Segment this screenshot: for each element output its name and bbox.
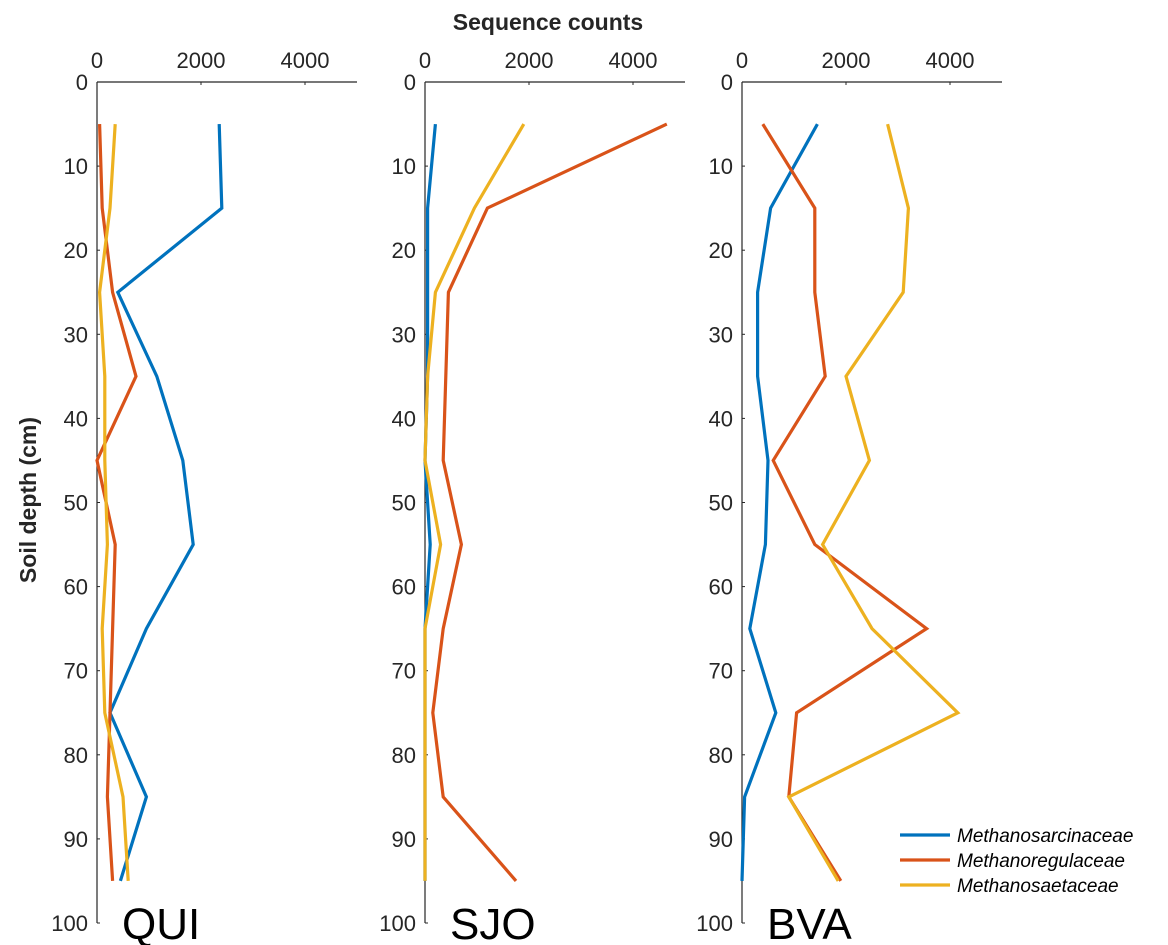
x-tick-label: 0 — [91, 48, 103, 73]
series-line-methanosaetaceae-qui — [97, 124, 130, 881]
series-line-methanosaetaceae-sjo — [423, 123, 526, 881]
legend-label: Methanosaetaceae — [957, 876, 1119, 897]
y-tick-label: 60 — [64, 575, 88, 600]
x-tick-label: 4000 — [281, 48, 330, 73]
panel-label: BVA — [767, 900, 852, 945]
x-tick-label: 2000 — [505, 48, 554, 73]
x-tick-label: 2000 — [822, 48, 871, 73]
series-line-methanosarcinaceae-qui — [108, 124, 224, 882]
legend-label: Methanoregulaceae — [957, 851, 1125, 872]
panel-bva: 0 2000 4000 0 10 20 30 40 50 60 70 80 90 100 BVA — [696, 48, 1002, 945]
y-tick-label: 40 — [709, 406, 733, 431]
y-tick-label: 50 — [64, 491, 88, 516]
panel-qui: 0 2000 4000 0 10 20 30 40 50 60 70 80 90 100 QUI — [51, 48, 357, 945]
y-tick-label: 70 — [392, 659, 416, 684]
panel-label: QUI — [122, 900, 200, 945]
y-tick-label: 10 — [709, 154, 733, 179]
y-tick-label: 20 — [64, 238, 88, 263]
y-tick-label: 80 — [392, 743, 416, 768]
x-tick-label: 0 — [419, 48, 431, 73]
panel-sjo: 0 2000 4000 0 10 20 30 40 50 60 70 80 90 100 SJO — [379, 48, 685, 945]
y-tick-label: 90 — [709, 827, 733, 852]
y-tick-label: 20 — [392, 238, 416, 263]
y-tick-label: 100 — [696, 911, 733, 936]
legend-label: Methanosarcinaceae — [957, 826, 1133, 847]
legend: Methanosarcinaceae Methanoregulaceae Metha… — [900, 826, 1133, 897]
x-tick-label: 4000 — [609, 48, 658, 73]
y-tick-label: 30 — [709, 322, 733, 347]
panel-label: SJO — [450, 900, 536, 945]
y-tick-label: 80 — [709, 743, 733, 768]
x-axis-title: Sequence counts — [453, 9, 643, 35]
y-tick-label: 100 — [379, 911, 416, 936]
y-tick-label: 100 — [51, 911, 88, 936]
y-tick-label: 70 — [709, 659, 733, 684]
y-tick-label: 0 — [721, 70, 733, 95]
y-tick-label: 50 — [392, 491, 416, 516]
y-axis-title: Soil depth (cm) — [15, 417, 41, 583]
series-line-methanoregulaceae-bva — [761, 123, 930, 882]
x-tick-label: 0 — [736, 48, 748, 73]
y-tick-label: 70 — [64, 659, 88, 684]
y-tick-label: 30 — [392, 322, 416, 347]
y-tick-label: 40 — [392, 406, 416, 431]
y-tick-label: 50 — [709, 491, 733, 516]
x-tick-label: 4000 — [926, 48, 975, 73]
series-line-methanosarcinaceae-bva — [740, 123, 819, 881]
x-tick-label: 2000 — [177, 48, 226, 73]
y-tick-label: 10 — [64, 154, 88, 179]
y-tick-label: 80 — [64, 743, 88, 768]
y-tick-label: 0 — [76, 70, 88, 95]
y-tick-label: 90 — [392, 827, 416, 852]
y-tick-label: 20 — [709, 238, 733, 263]
y-tick-label: 40 — [64, 406, 88, 431]
y-tick-label: 0 — [404, 70, 416, 95]
y-tick-label: 30 — [64, 322, 88, 347]
series-line-methanosaetaceae-bva — [786, 123, 961, 882]
y-tick-label: 60 — [392, 575, 416, 600]
series-line-methanoregulaceae-sjo — [431, 122, 668, 882]
y-tick-label: 60 — [709, 575, 733, 600]
y-tick-label: 10 — [392, 154, 416, 179]
y-tick-label: 90 — [64, 827, 88, 852]
